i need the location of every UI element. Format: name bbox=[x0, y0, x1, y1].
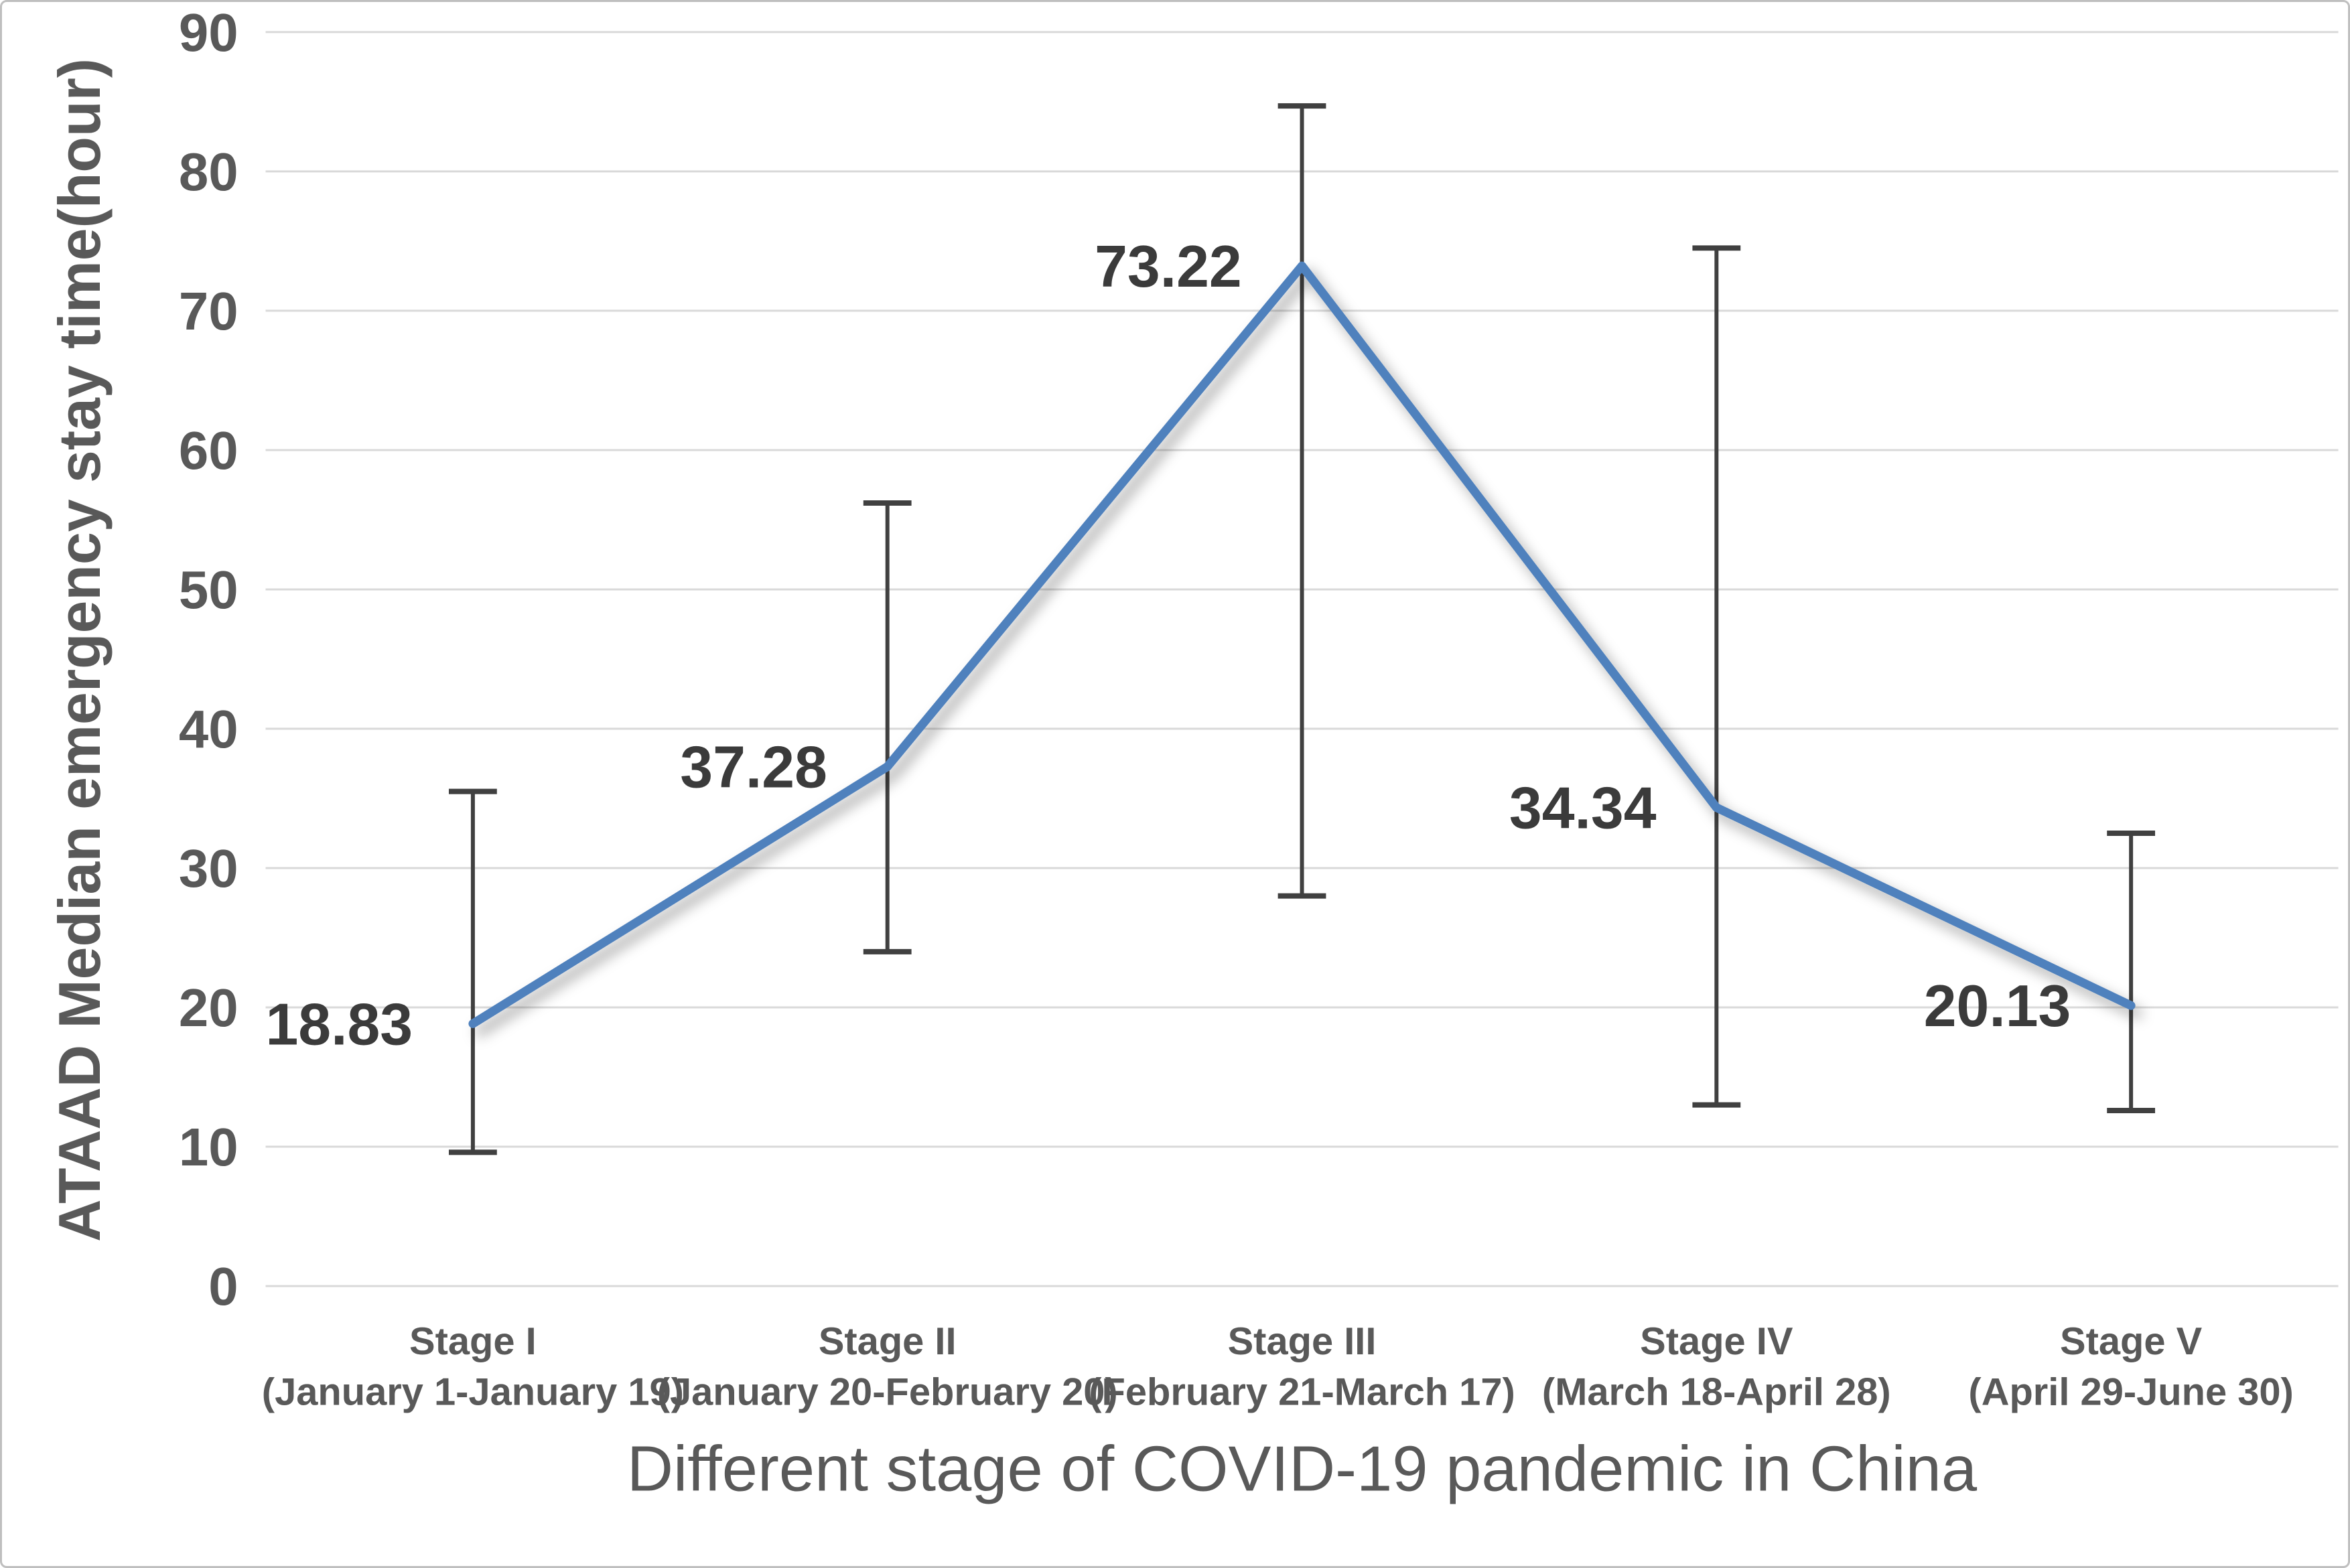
y-tick-label: 60 bbox=[179, 421, 238, 480]
y-tick-label: 0 bbox=[208, 1257, 238, 1316]
x-axis-category-labels: Stage I (January 1-January 19) Stage II (Ja… bbox=[262, 1320, 2294, 1414]
error-bar bbox=[1277, 103, 1326, 899]
data-point-label: 34.34 bbox=[1509, 776, 1657, 841]
error-bar bbox=[1692, 245, 1741, 1108]
x-tick-label-stage: Stage III bbox=[1228, 1320, 1377, 1363]
y-tick-label: 40 bbox=[179, 699, 238, 759]
x-tick-label-stage: Stage IV bbox=[1640, 1320, 1793, 1363]
y-tick-label: 70 bbox=[179, 281, 238, 341]
x-tick-label-period: (February 21-March 17) bbox=[1089, 1371, 1515, 1414]
y-tick-label: 80 bbox=[179, 142, 238, 202]
series-lines bbox=[468, 261, 2136, 1028]
data-point-labels: 18.83 37.28 73.22 34.34 20.13 bbox=[265, 234, 2071, 1057]
x-tick-label-stage: Stage I bbox=[409, 1320, 537, 1363]
data-point-label: 20.13 bbox=[1924, 973, 2071, 1039]
x-tick-label-stage: Stage V bbox=[2060, 1320, 2203, 1363]
y-tick-label: 10 bbox=[179, 1117, 238, 1177]
y-tick-label: 30 bbox=[179, 839, 238, 898]
data-point-label: 18.83 bbox=[265, 991, 413, 1057]
y-tick-label: 50 bbox=[179, 560, 238, 620]
error-bars bbox=[448, 103, 2156, 1155]
error-bar bbox=[448, 788, 497, 1155]
x-tick-label-period: (April 29-June 30) bbox=[1968, 1371, 2293, 1414]
data-point-label: 37.28 bbox=[680, 734, 827, 800]
x-tick-label-period: (March 18-April 28) bbox=[1542, 1371, 1891, 1414]
x-tick-label-period: (January 20-February 20) bbox=[657, 1371, 1118, 1414]
data-point-label: 73.22 bbox=[1095, 234, 1242, 299]
error-bar bbox=[2107, 831, 2156, 1113]
y-axis-title: ATAAD Median emergency stay time(hour) bbox=[47, 58, 113, 1242]
y-axis-tick-labels: 0 10 20 30 40 50 60 70 80 90 bbox=[179, 3, 238, 1316]
y-tick-label: 90 bbox=[179, 3, 238, 62]
error-bar bbox=[863, 500, 912, 954]
x-tick-label-period: (January 1-January 19) bbox=[262, 1371, 684, 1414]
series-line bbox=[468, 261, 2136, 1028]
y-tick-label: 20 bbox=[179, 978, 238, 1038]
x-tick-label-stage: Stage II bbox=[819, 1320, 957, 1363]
x-axis-title: Different stage of COVID-19 pandemic in … bbox=[627, 1433, 1978, 1504]
